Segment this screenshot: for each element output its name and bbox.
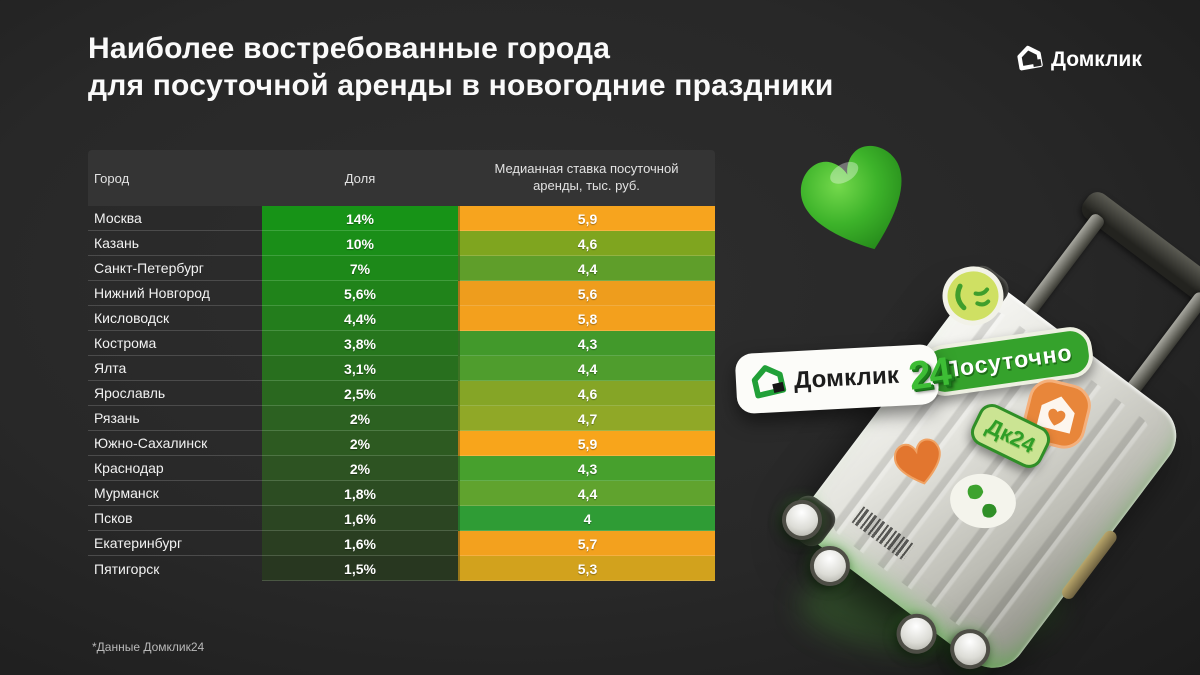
- city-cell: Южно-Сахалинск: [88, 431, 262, 456]
- table-row: Казань 10% 4,6: [88, 231, 715, 256]
- table-row: Южно-Сахалинск 2% 5,9: [88, 431, 715, 456]
- domclick-logo-text: Домклик: [1051, 48, 1142, 71]
- posutochno-sticker-text: Посуточно: [940, 339, 1074, 383]
- share-cell: 1,6%: [262, 506, 458, 531]
- share-cell: 14%: [262, 206, 458, 231]
- table-row: Москва 14% 5,9: [88, 206, 715, 231]
- rate-cell: 4: [458, 506, 715, 531]
- city-cell: Екатеринбург: [88, 531, 262, 556]
- table-row: Ялта 3,1% 4,4: [88, 356, 715, 381]
- table-row: Рязань 2% 4,7: [88, 406, 715, 431]
- table-row: Кострома 3,8% 4,3: [88, 331, 715, 356]
- city-cell: Псков: [88, 506, 262, 531]
- share-cell: 2,5%: [262, 381, 458, 406]
- rate-cell: 5,9: [458, 431, 715, 456]
- city-cell: Кострома: [88, 331, 262, 356]
- rate-cell: 4,6: [458, 231, 715, 256]
- table-body: Москва 14% 5,9 Казань 10% 4,6 Санкт-Петербург 7…: [88, 206, 715, 581]
- share-cell: 2%: [262, 406, 458, 431]
- rate-cell: 4,4: [458, 256, 715, 281]
- smiley-sticker: [935, 259, 1011, 333]
- city-cell: Москва: [88, 206, 262, 231]
- rate-cell: 5,6: [458, 281, 715, 306]
- table-row: Екатеринбург 1,6% 5,7: [88, 531, 715, 556]
- rate-cell: 4,4: [458, 481, 715, 506]
- badge-24-text: 24: [906, 349, 953, 399]
- table-row: Псков 1,6% 4: [88, 506, 715, 531]
- domclick-logo: Домклик: [1016, 44, 1142, 76]
- table-row: Санкт-Петербург 7% 4,4: [88, 256, 715, 281]
- rate-cell: 5,8: [458, 306, 715, 331]
- table-row: Пятигорск 1,5% 5,3: [88, 556, 715, 581]
- share-cell: 3,8%: [262, 331, 458, 356]
- share-cell: 4,4%: [262, 306, 458, 331]
- rate-cell: 5,9: [458, 206, 715, 231]
- city-cell: Казань: [88, 231, 262, 256]
- share-cell: 1,8%: [262, 481, 458, 506]
- heart-balloon-illustration: [793, 132, 921, 270]
- title-line-2: для посуточной аренды в новогодние празд…: [88, 69, 834, 103]
- suitcase-telescopic-handle: [1077, 187, 1200, 315]
- share-cell: 10%: [262, 231, 458, 256]
- badge-house-icon: [749, 361, 787, 404]
- header-share: Доля: [344, 170, 376, 186]
- data-source-footnote: *Данные Домклик24: [92, 640, 205, 654]
- orange-heart-sticker: [884, 428, 954, 496]
- rate-cell: 4,3: [458, 456, 715, 481]
- header-city: Город: [94, 170, 130, 186]
- city-cell: Рязань: [88, 406, 262, 431]
- rate-cell: 4,3: [458, 331, 715, 356]
- rate-cell: 4,7: [458, 406, 715, 431]
- share-cell: 3,1%: [262, 356, 458, 381]
- rate-cell: 5,7: [458, 531, 715, 556]
- table-row: Краснодар 2% 4,3: [88, 456, 715, 481]
- share-cell: 2%: [262, 431, 458, 456]
- rate-cell: 5,3: [458, 556, 715, 581]
- table-row: Ярославль 2,5% 4,6: [88, 381, 715, 406]
- city-cell: Кисловодск: [88, 306, 262, 331]
- city-cell: Ярославль: [88, 381, 262, 406]
- title-line-1: Наиболее востребованные города: [88, 32, 611, 65]
- city-cell: Пятигорск: [94, 560, 160, 577]
- share-cell: 7%: [262, 256, 458, 281]
- page-title: Наиболее востребованные города для посут…: [88, 30, 834, 104]
- city-cell: Ялта: [88, 356, 262, 381]
- share-cell: 2%: [262, 456, 458, 481]
- table-row: Кисловодск 4,4% 5,8: [88, 306, 715, 331]
- share-cell: 5,6%: [262, 281, 458, 306]
- city-cell: Мурманск: [88, 481, 262, 506]
- city-cell: Краснодар: [88, 456, 262, 481]
- share-cell: 1,5%: [262, 556, 458, 581]
- rate-cell: 4,4: [458, 356, 715, 381]
- table-header-row: Город Доля Медианная ставка посуточной а…: [88, 150, 715, 206]
- header-rate: Медианная ставка посуточной аренды, тыс.…: [494, 161, 679, 193]
- table-row: Мурманск 1,8% 4,4: [88, 481, 715, 506]
- city-cell: Нижний Новгород: [88, 281, 262, 306]
- cities-table: Город Доля Медианная ставка посуточной а…: [88, 150, 715, 581]
- white-leaves-sticker: [942, 465, 1024, 537]
- share-cell: 1,6%: [262, 531, 458, 556]
- badge-brand-text: Домклик: [793, 361, 900, 395]
- domclick-house-icon: [1016, 44, 1043, 76]
- table-row: Нижний Новгород 5,6% 5,6: [88, 281, 715, 306]
- rate-cell: 4,6: [458, 381, 715, 406]
- city-cell: Санкт-Петербург: [88, 256, 262, 281]
- domclick24-badge: Домклик 24: [734, 343, 952, 415]
